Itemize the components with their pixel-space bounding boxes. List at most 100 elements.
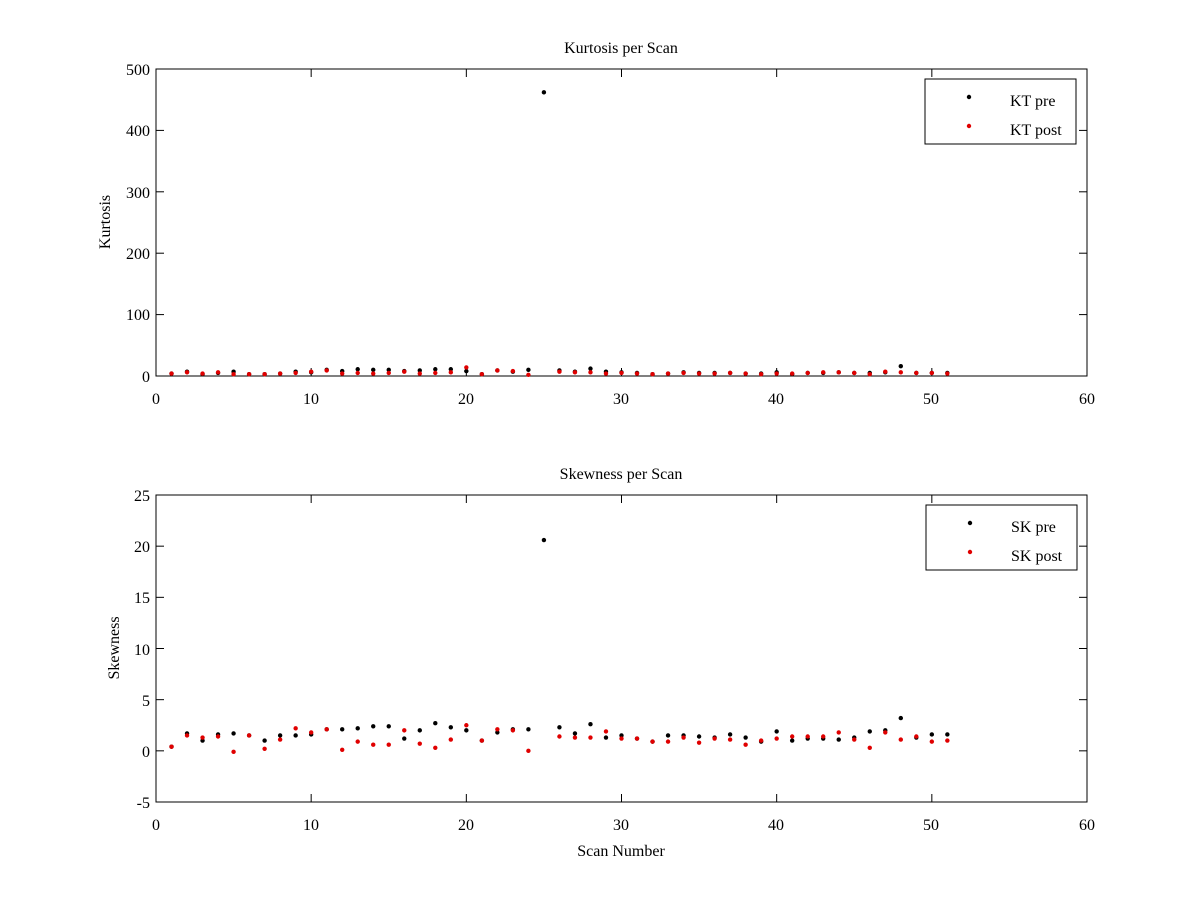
data-point-sk-pre (371, 724, 376, 729)
data-point-sk-post (712, 736, 717, 741)
kurtosis-legend-box (924, 78, 1077, 145)
kurtosis-points (169, 90, 950, 377)
data-point-kt-pre (355, 367, 360, 372)
data-point-kt-post (867, 371, 872, 377)
data-point-kt-post (634, 371, 640, 376)
data-point-sk-pre (665, 733, 671, 738)
data-point-sk-pre (789, 738, 795, 743)
data-point-kt-pre (898, 363, 903, 369)
x-tick-label: 50 (923, 817, 939, 834)
legend-label-sk-pre: SK pre (1011, 519, 1056, 536)
kurtosis-chart-title: Kurtosis per Scan (564, 40, 678, 57)
data-point-sk-post (231, 749, 236, 755)
data-point-sk-pre (231, 731, 236, 736)
y-tick-label: 0 (142, 369, 150, 386)
data-point-sk-post (588, 735, 593, 740)
data-point-sk-pre (619, 733, 624, 738)
data-point-kt-post (510, 368, 516, 374)
y-tick-label: 0 (142, 744, 150, 761)
skewness-x-tick-labels: 0 10 20 30 40 50 60 (152, 817, 1095, 834)
data-point-sk-pre (200, 738, 205, 743)
data-point-kt-post (789, 371, 795, 376)
data-point-sk-pre (945, 732, 950, 737)
data-point-kt-post (355, 370, 360, 376)
data-point-sk-post (355, 739, 360, 744)
data-point-kt-post (495, 368, 500, 373)
x-tick-label: 40 (768, 817, 784, 834)
data-point-kt-pre (433, 367, 438, 372)
y-tick-label: 20 (134, 539, 150, 556)
data-point-sk-pre (588, 722, 593, 727)
data-point-kt-post (557, 369, 562, 374)
data-point-kt-post (277, 371, 283, 376)
data-point-kt-post (479, 371, 485, 377)
legend-label-sk-post: SK post (1011, 548, 1063, 565)
skewness-legend-box (925, 504, 1078, 571)
skewness-axes: Skewness per Scan Skewness Scan Number 0… (106, 466, 1095, 860)
y-tick-label: 300 (126, 185, 150, 202)
data-point-kt-post (712, 371, 717, 376)
kurtosis-axes: Kurtosis per Scan Kurtosis 0 10 20 30 40… (97, 40, 1095, 408)
data-point-sk-post (479, 738, 485, 743)
data-point-sk-post (464, 723, 469, 728)
legend-marker-sk-pre (967, 520, 973, 526)
data-point-kt-post (929, 370, 935, 376)
skewness-tick-marks (155, 494, 1088, 803)
skewness-x-axis-title: Scan Number (577, 843, 665, 860)
data-point-kt-post (758, 371, 764, 377)
data-point-kt-post (805, 370, 810, 376)
data-point-sk-post (557, 734, 562, 739)
data-point-sk-post (774, 736, 779, 741)
data-point-sk-post (929, 739, 935, 744)
data-point-sk-pre (743, 735, 748, 740)
data-point-kt-post (852, 370, 857, 376)
data-point-kt-post (774, 371, 779, 376)
data-point-sk-pre (448, 725, 454, 730)
data-point-kt-post (324, 368, 329, 373)
data-point-kt-post (883, 369, 888, 374)
data-point-kt-post (914, 370, 919, 376)
data-point-sk-post (386, 742, 391, 747)
data-point-sk-pre (355, 726, 360, 731)
data-point-kt-pre (588, 366, 593, 371)
data-point-sk-post (603, 729, 609, 734)
data-point-kt-post (448, 370, 454, 375)
x-tick-label: 30 (613, 817, 629, 834)
data-point-sk-post (867, 745, 872, 750)
kurtosis-x-tick-labels: 0 10 20 30 40 50 60 (152, 391, 1095, 408)
x-tick-label: 60 (1079, 817, 1095, 834)
data-point-kt-post (945, 371, 950, 376)
legend-marker-kt-pre (966, 94, 972, 100)
data-point-kt-post (386, 370, 391, 376)
data-point-sk-pre (541, 537, 547, 543)
data-point-sk-post (169, 744, 174, 749)
skewness-chart-title: Skewness per Scan (560, 466, 683, 483)
y-tick-label: 25 (134, 488, 150, 505)
x-tick-label: 10 (303, 817, 319, 834)
y-tick-label: 500 (126, 62, 150, 79)
y-tick-label: 10 (134, 642, 150, 659)
data-point-kt-post (371, 371, 376, 376)
data-point-kt-post (417, 371, 422, 376)
x-tick-label: 60 (1079, 391, 1095, 408)
x-tick-label: 0 (152, 817, 160, 834)
data-point-sk-pre (433, 721, 438, 726)
legend-marker-kt-post (966, 123, 972, 129)
data-point-sk-pre (836, 737, 841, 742)
data-point-kt-post (603, 371, 609, 376)
data-point-kt-post (727, 370, 733, 376)
data-point-kt-post (433, 370, 438, 376)
x-tick-label: 0 (152, 391, 160, 408)
x-tick-label: 50 (923, 391, 939, 408)
data-point-sk-post (402, 728, 407, 733)
data-point-kt-post (821, 370, 826, 375)
legend-label-kt-post: KT post (1010, 122, 1062, 139)
data-point-sk-pre (495, 730, 500, 735)
data-point-sk-pre (557, 725, 562, 730)
data-point-kt-post (898, 370, 903, 375)
data-point-sk-post (789, 734, 795, 739)
data-point-kt-post (402, 369, 407, 374)
data-point-sk-post (495, 727, 500, 732)
data-point-sk-post (293, 726, 298, 731)
